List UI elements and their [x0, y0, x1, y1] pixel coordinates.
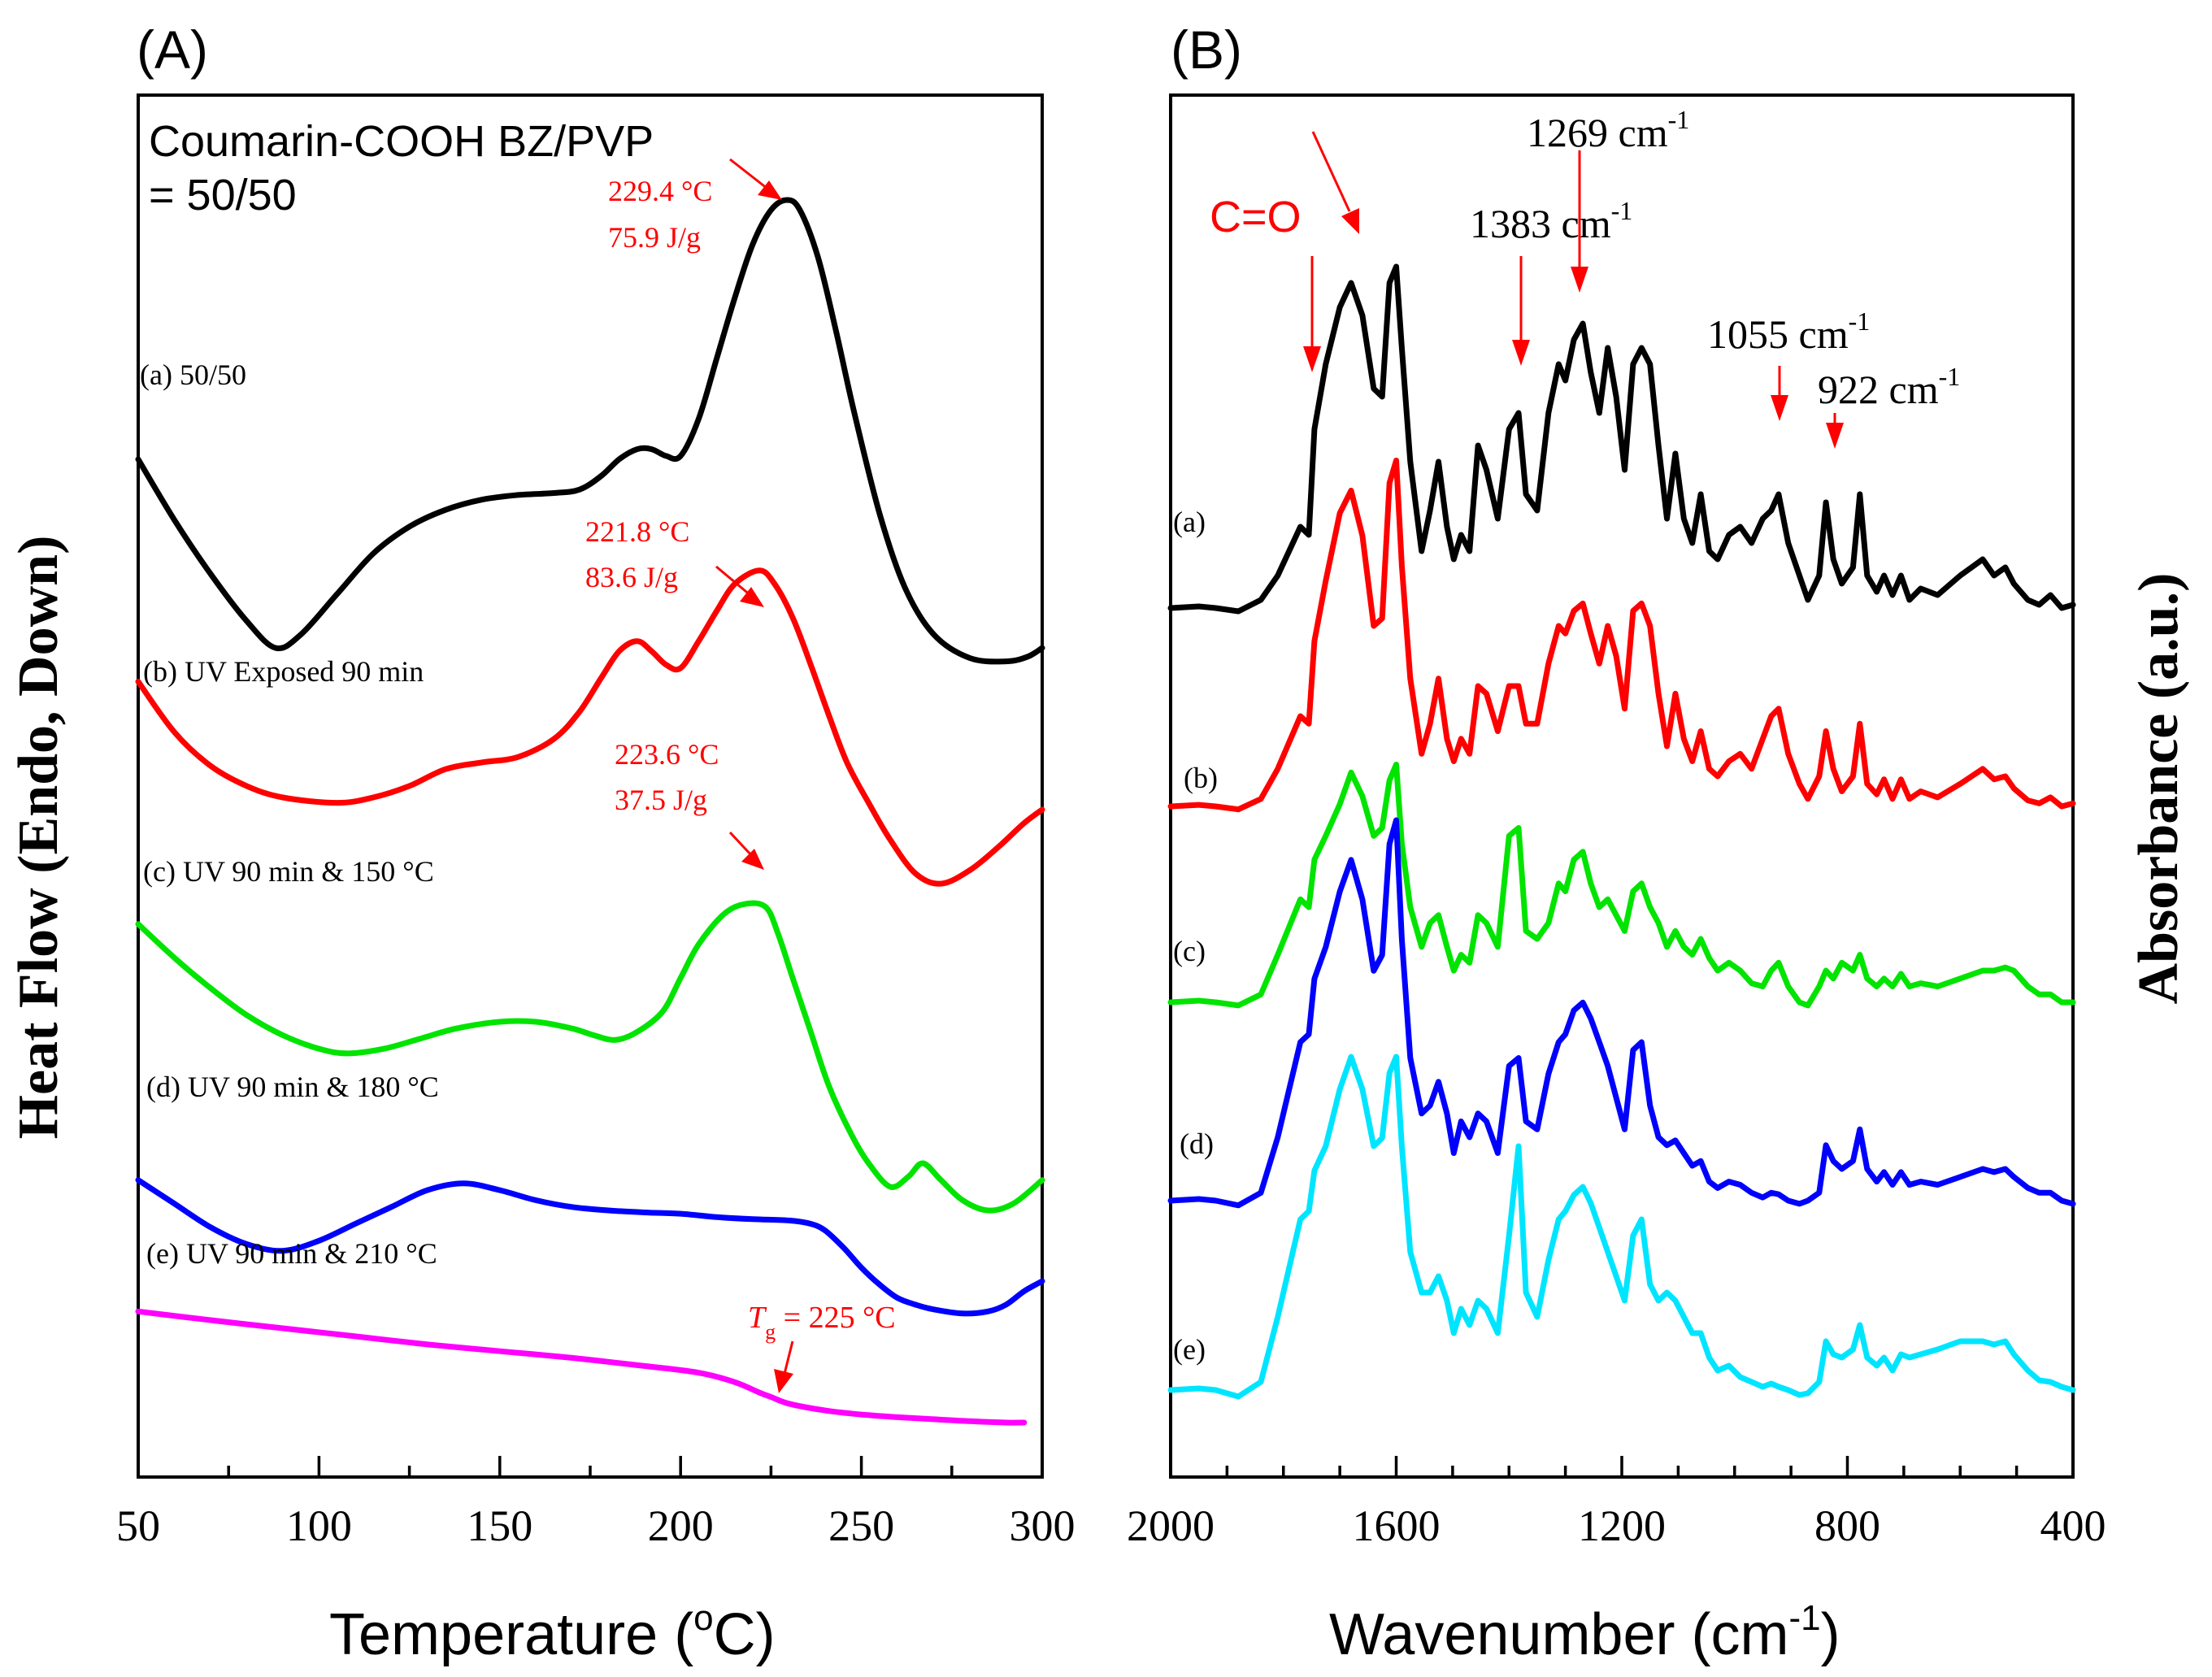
arrowhead-peak-a: [758, 180, 782, 200]
annotation-peak-b-temp: 221.8 °C: [585, 515, 689, 548]
ftir-spectrum-a: [1167, 263, 2076, 615]
panel-b-x-axis-label: Wavenumber (cm-1): [1329, 1598, 1840, 1667]
x-tick-label: 800: [1814, 1501, 1880, 1550]
x-tick-label: 1600: [1353, 1501, 1441, 1550]
x-tick-label: 150: [467, 1501, 532, 1550]
annotation-1055-sup: -1: [1849, 306, 1871, 336]
annotation-peak-a-temp: 229.4 °C: [608, 175, 712, 207]
x-tick-label: 1200: [1578, 1501, 1666, 1550]
x-label-a-end: C): [714, 1602, 776, 1667]
tg-symbol: T: [748, 1301, 767, 1335]
annotation-1055: 1055 cm-1: [1707, 306, 1870, 357]
x-tick-label: 2000: [1127, 1501, 1215, 1550]
annotation-1383: 1383 cm-1: [1470, 196, 1632, 246]
annotation-1383-text: 1383 cm: [1470, 201, 1611, 246]
annotation-1269: 1269 cm-1: [1527, 105, 1689, 155]
annotation-1055-text: 1055 cm: [1707, 311, 1849, 357]
x-tick-label: 300: [1010, 1501, 1076, 1550]
x-label-a-sup: o: [693, 1598, 713, 1638]
annotation-922-sup: -1: [1939, 362, 1961, 391]
panel-b-label: (B): [1171, 20, 1242, 80]
spectrum-label-c: (c): [1173, 935, 1206, 967]
arrow-peak-c: [728, 831, 754, 858]
spectrum-label-b: (b): [1184, 762, 1218, 794]
spectrum-label-e: (e): [1173, 1333, 1206, 1366]
annotation-1269-sup: -1: [1668, 105, 1690, 134]
dsc-curve-e: [135, 1308, 1028, 1426]
tg-value: = 225 °C: [776, 1301, 895, 1335]
spectrum-label-d: (d): [1180, 1127, 1214, 1160]
arrowhead-peak-b: [740, 587, 764, 607]
arrow-tg: [782, 1340, 794, 1378]
annotation-tg: Tg = 225 °C: [748, 1301, 896, 1344]
x-label-b-sup: -1: [1788, 1598, 1820, 1638]
annotation-c-o: C=O: [1210, 193, 1302, 241]
curve-label-b: (b) UV Exposed 90 min: [143, 655, 424, 688]
panel-a-x-ticks: 50 100 150 200 250 300: [116, 1456, 1076, 1550]
panel-a-x-axis-label: Temperature (oC): [329, 1598, 776, 1667]
panel-b-y-axis-label: Absorbance (a.u.): [2127, 573, 2190, 1005]
dsc-curve-b: [135, 567, 1045, 887]
annotation-peak-c-enthalpy: 37.5 J/g: [615, 784, 707, 816]
panel-a-title-line2: = 50/50: [149, 171, 297, 219]
x-label-a-text: Temperature (: [329, 1602, 693, 1667]
panel-a: (A) 50 100 150 200 250 300 Coumarin-COOH BZ/P…: [7, 20, 1076, 1667]
annotation-peak-c-temp: 223.6 °C: [615, 738, 719, 771]
panel-b-curves: [1167, 263, 2076, 1400]
curve-label-e: (e) UV 90 min & 210 °C: [146, 1237, 437, 1270]
tg-subscript: g: [765, 1320, 776, 1344]
x-tick-label: 200: [648, 1501, 714, 1550]
annotation-922-text: 922 cm: [1818, 367, 1939, 412]
panel-a-curves: [135, 197, 1045, 1426]
panel-b-frame: [1169, 93, 2075, 1479]
x-label-b-text: Wavenumber (cm: [1329, 1602, 1788, 1667]
arrow-peak-b: [715, 565, 752, 597]
arrowhead-1269: [1571, 267, 1588, 293]
arrowhead-peak-c: [741, 849, 764, 870]
ftir-spectrum-d: [1167, 817, 2076, 1209]
annotation-peak-a-enthalpy: 75.9 J/g: [608, 221, 701, 254]
ftir-spectrum-e: [1167, 1054, 2076, 1400]
annotation-peak-b-enthalpy: 83.6 J/g: [585, 561, 678, 593]
spectrum-label-a: (a): [1173, 506, 1206, 538]
arrowhead-c-o-diagonal: [1341, 208, 1359, 234]
dsc-curve-d: [135, 1177, 1045, 1317]
panel-a-title: Coumarin-COOH BZ/PVP: [149, 117, 654, 166]
arrowhead-tg: [774, 1369, 793, 1393]
x-tick-label: 250: [828, 1501, 894, 1550]
ftir-spectrum-b: [1167, 458, 2076, 813]
ftir-spectrum-c: [1167, 762, 2076, 1009]
arrowhead-1055: [1771, 395, 1788, 421]
annotation-1383-sup: -1: [1611, 196, 1633, 225]
panel-a-y-axis-label: Heat Flow (Endo, Down): [7, 536, 70, 1140]
x-tick-label: 400: [2040, 1501, 2106, 1550]
x-tick-label: 100: [286, 1501, 352, 1550]
panel-b-x-ticks: 2000 1600 1200 800 400: [1127, 1456, 2106, 1550]
panel-b-arrows: [1303, 131, 1844, 449]
arrow-c-o-diagonal: [1311, 131, 1351, 212]
annotation-922: 922 cm-1: [1818, 362, 1960, 412]
dsc-curve-c: [135, 900, 1045, 1214]
panel-a-arrows: [715, 158, 794, 1393]
annotation-1269-text: 1269 cm: [1527, 110, 1668, 155]
arrowhead-922: [1826, 423, 1844, 449]
curve-label-d: (d) UV 90 min & 180 °C: [146, 1071, 439, 1103]
panel-a-label: (A): [137, 20, 208, 80]
arrowhead-1383: [1512, 340, 1530, 366]
curve-label-c: (c) UV 90 min & 150 °C: [143, 855, 434, 888]
x-tick-label: 50: [116, 1501, 160, 1550]
arrowhead-c-o-vertical: [1303, 346, 1321, 372]
x-label-b-end: ): [1821, 1602, 1840, 1667]
curve-label-a: (a) 50/50: [140, 358, 246, 391]
arrow-peak-a: [729, 158, 768, 190]
panel-a-frame: [137, 93, 1044, 1479]
panel-b: (B) 2000 1600 1200 800 400 (a) (b) (c) (d) (…: [1127, 20, 2190, 1667]
dsc-curve-a: [135, 197, 1045, 665]
